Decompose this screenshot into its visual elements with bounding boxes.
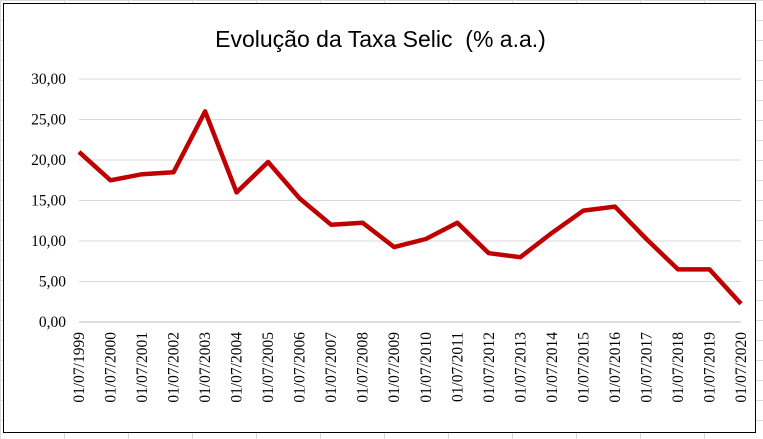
x-tick-label: 01/07/2003 bbox=[197, 332, 214, 403]
x-tick-label: 01/07/2001 bbox=[134, 332, 151, 403]
x-tick-label: 01/07/2016 bbox=[607, 332, 624, 403]
gridlines bbox=[79, 78, 741, 323]
x-tick-label: 01/07/2015 bbox=[575, 332, 592, 403]
x-tick-label: 01/07/2017 bbox=[638, 332, 655, 403]
x-tick-label: 01/07/2009 bbox=[386, 332, 403, 403]
x-tick-label: 01/07/2005 bbox=[260, 332, 277, 403]
data-point bbox=[298, 196, 302, 200]
y-tick-label: 10,00 bbox=[31, 233, 66, 250]
y-tick-label: 5,00 bbox=[39, 274, 66, 291]
x-tick-label: 01/07/2013 bbox=[512, 332, 529, 403]
y-tick-label: 30,00 bbox=[31, 71, 66, 88]
x-tick-label: 01/07/2007 bbox=[323, 332, 340, 403]
x-tick-label: 01/07/2010 bbox=[418, 332, 435, 403]
chart-area[interactable]: Evolução da Taxa Selic (% a.a.) 0,00 5,00… bbox=[3, 3, 756, 433]
data-point bbox=[266, 160, 270, 164]
x-tick-label: 01/07/2000 bbox=[103, 332, 120, 403]
x-tick-label: 01/07/2018 bbox=[670, 332, 687, 403]
x-tick-label: 01/07/2006 bbox=[292, 332, 309, 403]
data-point bbox=[518, 255, 522, 259]
data-point bbox=[739, 302, 743, 306]
y-tick-label: 0,00 bbox=[39, 314, 66, 331]
data-point bbox=[644, 237, 648, 241]
y-tick-label: 20,00 bbox=[31, 152, 66, 169]
x-tick-label: 01/07/2008 bbox=[355, 332, 372, 403]
data-point bbox=[140, 172, 144, 176]
x-tick-label: 01/07/2011 bbox=[449, 332, 466, 402]
data-point bbox=[613, 205, 617, 209]
x-tick-label: 01/07/2014 bbox=[544, 332, 561, 403]
y-tick-label: 25,00 bbox=[31, 112, 66, 129]
data-point bbox=[77, 150, 81, 154]
data-point bbox=[550, 231, 554, 235]
x-tick-label: 01/07/2019 bbox=[701, 332, 718, 403]
series-line bbox=[77, 109, 743, 306]
x-tick-label: 01/07/2012 bbox=[481, 332, 498, 403]
data-point bbox=[487, 251, 491, 255]
data-point bbox=[203, 109, 207, 113]
data-point bbox=[676, 267, 680, 271]
data-point bbox=[329, 223, 333, 227]
x-tick-label: 01/07/2002 bbox=[166, 332, 183, 403]
plot-area: 0,00 5,00 10,00 15,00 20,00 25,00 30,00 01/07/… bbox=[31, 71, 750, 403]
x-axis: 01/07/1999 01/07/2000 01/07/2001 01/07/2002… bbox=[71, 332, 750, 403]
y-tick-label: 15,00 bbox=[31, 193, 66, 210]
data-point bbox=[361, 221, 365, 225]
y-axis: 0,00 5,00 10,00 15,00 20,00 25,00 30,00 bbox=[31, 71, 66, 331]
series bbox=[77, 109, 743, 306]
data-point bbox=[235, 190, 239, 194]
data-point bbox=[707, 267, 711, 271]
chart-title: Evolução da Taxa Selic (% a.a.) bbox=[215, 26, 546, 52]
data-point bbox=[109, 178, 113, 182]
x-tick-label: 01/07/1999 bbox=[71, 332, 88, 403]
data-point bbox=[581, 209, 585, 213]
x-tick-label: 01/07/2004 bbox=[229, 332, 246, 403]
data-point bbox=[392, 245, 396, 249]
data-point bbox=[455, 221, 459, 225]
x-tick-label: 01/07/2020 bbox=[733, 332, 750, 403]
data-point bbox=[172, 170, 176, 174]
data-point bbox=[424, 237, 428, 241]
